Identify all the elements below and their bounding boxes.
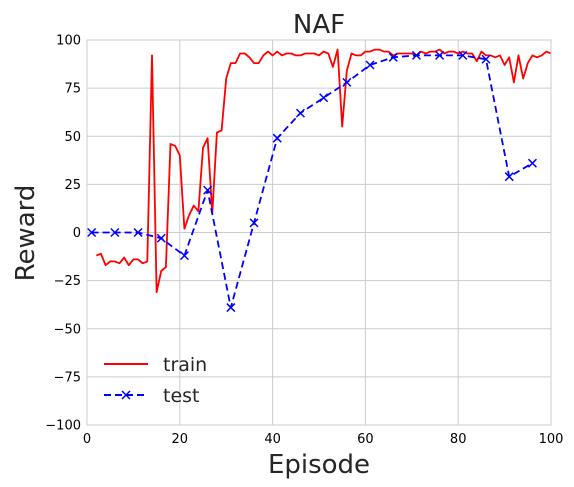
- y-tick-label: −100: [45, 419, 81, 434]
- test-point-marker: [458, 50, 468, 60]
- x-axis-title: Episode: [268, 450, 370, 480]
- x-tick-label: 40: [264, 432, 281, 447]
- test-series-line: [91, 54, 533, 309]
- test-point-marker: [226, 303, 236, 313]
- x-tick-labels: 0 20 40 60 80 100: [83, 432, 564, 447]
- y-tick-label: −25: [54, 274, 81, 289]
- test-point-marker: [527, 158, 537, 168]
- chart-title: NAF: [293, 10, 345, 40]
- train-series-line: [95, 48, 552, 294]
- legend-test-label: test: [163, 385, 200, 407]
- test-point-marker: [342, 77, 352, 87]
- test-point-marker: [179, 251, 189, 261]
- plot-frame: [86, 39, 552, 426]
- series-lines: [87, 48, 552, 313]
- x-tick-label: 60: [357, 432, 374, 447]
- test-point-marker: [249, 218, 259, 228]
- test-point-marker: [272, 133, 282, 143]
- y-tick-label: −75: [54, 370, 81, 385]
- grid: [86, 39, 552, 426]
- test-point-marker: [365, 60, 375, 70]
- test-point-marker: [319, 93, 329, 103]
- x-tick-label: 20: [172, 432, 189, 447]
- test-point-marker: [203, 185, 213, 195]
- y-tick-label: −50: [54, 322, 81, 337]
- y-axis-title: Reward: [11, 185, 41, 282]
- legend-test-marker: [121, 390, 131, 400]
- x-tick-label: 0: [83, 432, 91, 447]
- test-point-marker: [110, 227, 120, 238]
- test-point-marker: [504, 172, 514, 182]
- test-point-marker: [156, 233, 166, 243]
- y-tick-label: 25: [64, 178, 81, 193]
- test-point-marker: [388, 52, 398, 62]
- test-point-marker: [87, 227, 97, 238]
- legend-train-label: train: [163, 354, 207, 376]
- test-point-marker: [411, 50, 421, 60]
- y-tick-label: 100: [56, 34, 81, 49]
- y-tick-label: 50: [64, 130, 81, 145]
- x-tick-label: 100: [539, 432, 564, 447]
- test-point-marker: [295, 108, 305, 118]
- test-point-marker: [133, 227, 143, 238]
- y-tick-label: 75: [64, 82, 81, 97]
- legend: train test: [104, 354, 207, 407]
- test-point-marker: [481, 54, 491, 64]
- x-tick-label: 80: [450, 432, 467, 447]
- test-point-marker: [435, 50, 445, 60]
- y-tick-labels: −100 −75 −50 −25 0 25 50 75 100: [45, 34, 81, 434]
- y-tick-label: 0: [73, 226, 81, 241]
